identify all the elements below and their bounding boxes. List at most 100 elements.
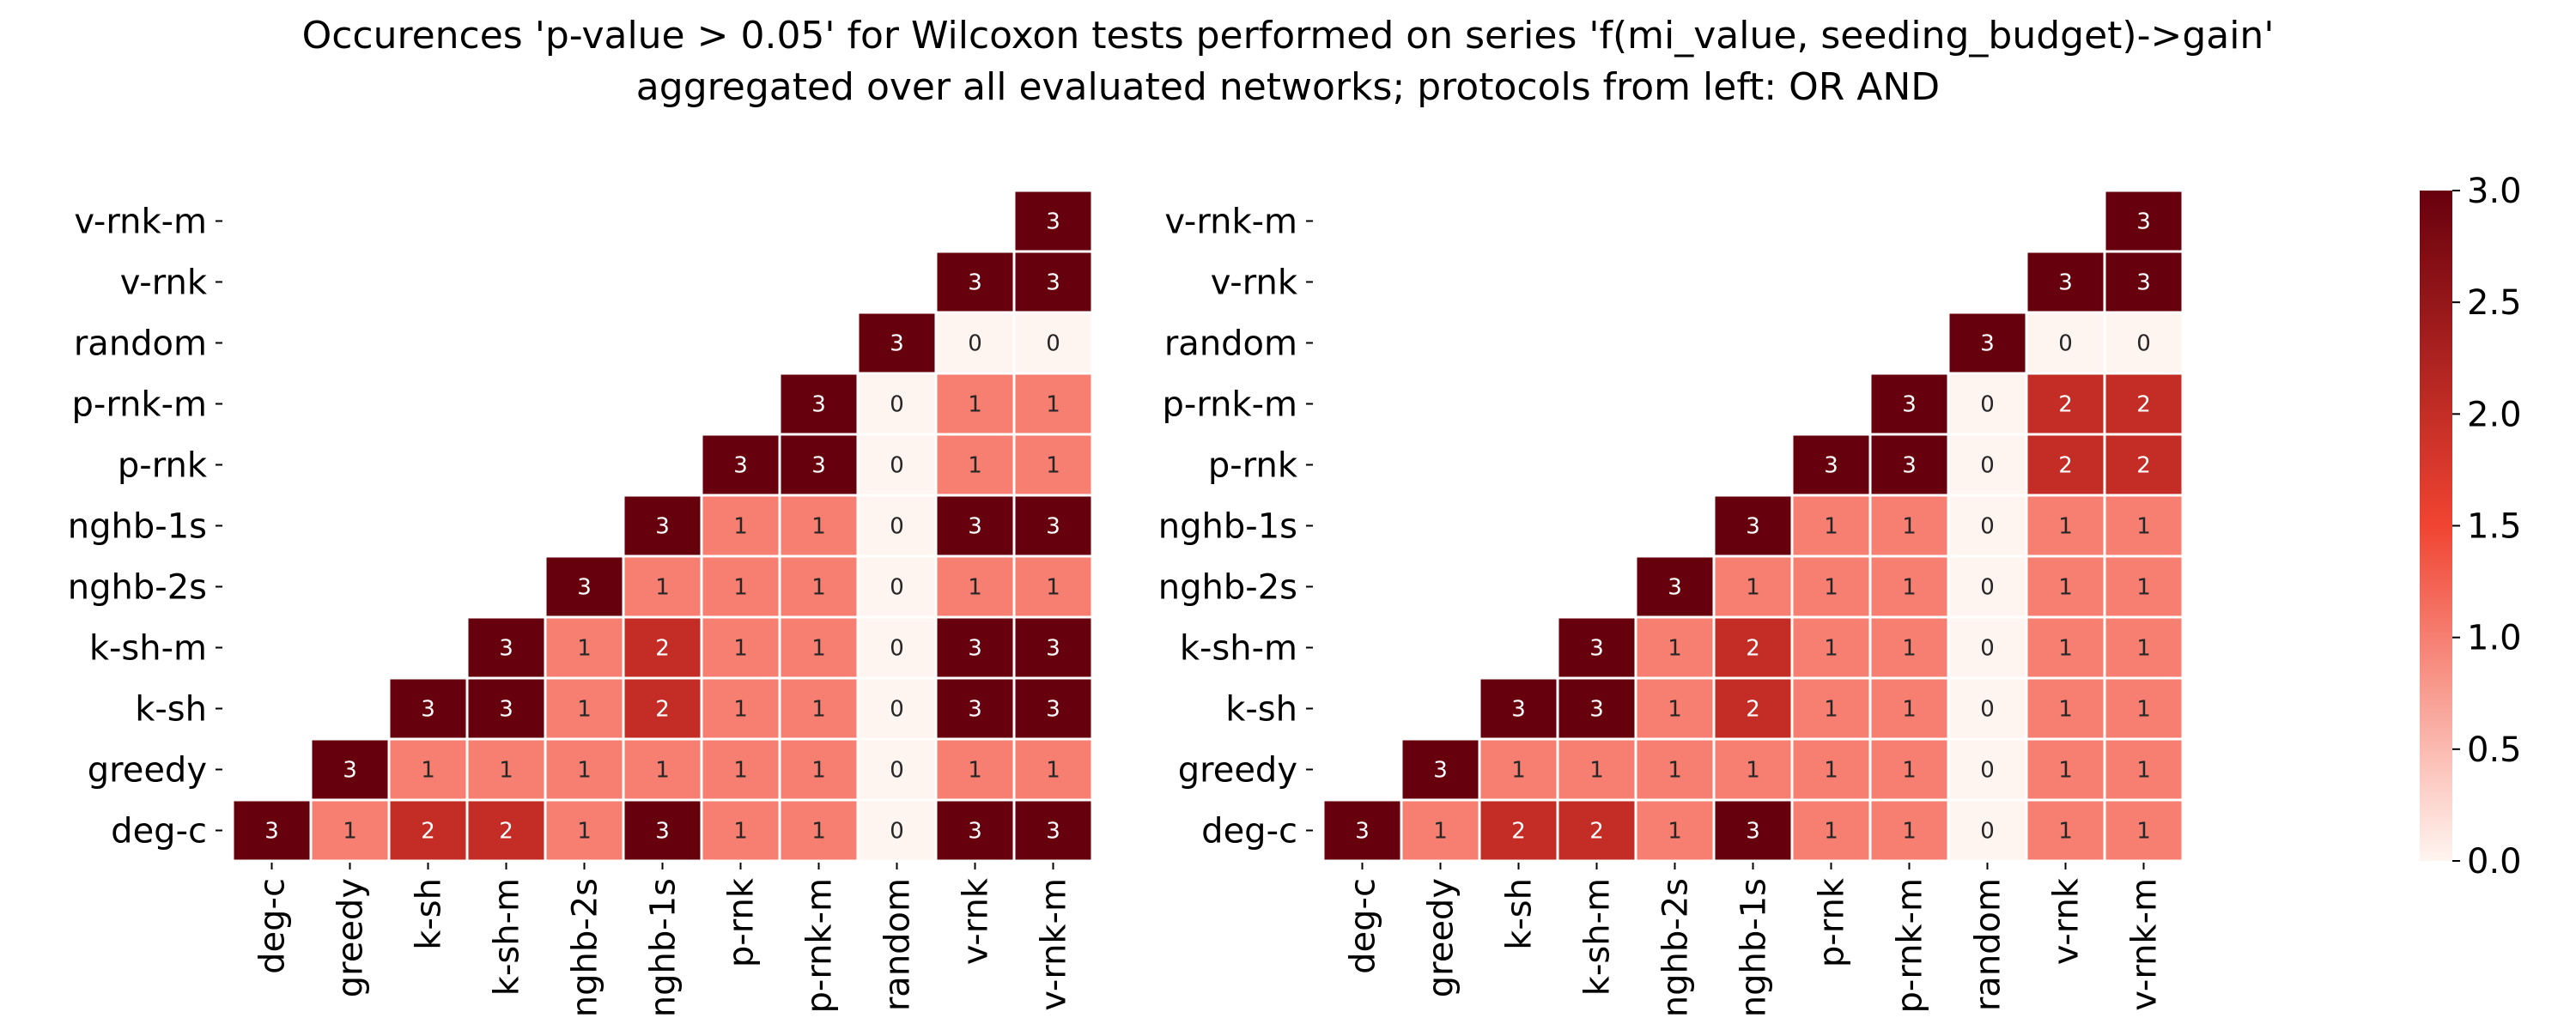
cell-value-label: 2 (421, 819, 435, 845)
cell-value-label: 0 (2058, 331, 2073, 357)
y-tick-label: nghb-1s (1158, 507, 1297, 547)
heatmap-or: 3 3 3 3 0 0 3 0 1 1 3 3 0 1 1 3 1 1 0 3 3 3 1 1 1 0 1 1 3 1 2 1 1 0 3 3 3 3 1 2… (68, 189, 1094, 1017)
cell-value-label: 3 (655, 514, 670, 540)
cell-value-label: 1 (811, 636, 826, 662)
cell-value-label: 1 (421, 758, 435, 784)
cell-value-label: 2 (1746, 697, 1760, 723)
cell-value-label: 1 (577, 636, 592, 662)
y-tick-label: p-rnk (1208, 446, 1298, 486)
heatmap-cell (934, 494, 1016, 558)
y-tick-label: v-rnk-m (74, 203, 207, 242)
cell-value-label: 3 (890, 331, 904, 357)
colorbar-tick-label: 0.0 (2467, 842, 2522, 882)
x-tick-label: k-sh-m (488, 878, 527, 996)
cell-value-label: 1 (2058, 697, 2073, 723)
cell-value-label: 1 (968, 453, 982, 479)
heatmap-cell (1947, 615, 2028, 680)
y-tick-label: greedy (88, 751, 207, 791)
cell-value-label: 1 (2136, 514, 2151, 540)
cell-value-label: 3 (1589, 636, 1604, 662)
heatmap-cell (387, 676, 469, 741)
heatmap-cell (778, 676, 860, 741)
colorbar-tick-label: 2.0 (2467, 395, 2522, 434)
cell-value-label: 1 (733, 819, 748, 845)
cell-value-label: 1 (1046, 758, 1060, 784)
cell-value-label: 1 (577, 758, 592, 784)
cell-value-label: 3 (1668, 575, 1682, 601)
cell-value-label: 3 (1980, 331, 1995, 357)
x-tick-label: nghb-1s (1735, 878, 1774, 1017)
cell-value-label: 0 (890, 514, 904, 540)
cell-value-label: 1 (1824, 514, 1838, 540)
colorbar: 0.0 0.5 1.0 1.5 2.0 2.5 3.0 (2420, 172, 2522, 882)
heatmap-cell (622, 554, 703, 619)
heatmap-cell (2025, 615, 2106, 680)
x-tick-label: deg-c (1344, 878, 1383, 974)
cell-value-label: 1 (968, 575, 982, 601)
title-line-2: aggregated over all evaluated networks; … (636, 65, 1940, 109)
cell-value-label: 1 (811, 758, 826, 784)
chart-title: Occurences 'p-value > 0.05' for Wilcoxon… (302, 14, 2275, 109)
heatmap-cell (1478, 676, 1559, 741)
y-tick-label: k-sh (1225, 690, 1297, 730)
heatmap-cell (1868, 494, 1950, 558)
x-tick-label: v-rnk (2047, 877, 2087, 965)
y-tick-label: nghb-1s (68, 507, 207, 547)
cell-value-label: 1 (1589, 758, 1604, 784)
heatmap-cell (934, 554, 1016, 619)
cell-value-label: 3 (968, 697, 982, 723)
heatmap-cell (1012, 615, 1094, 680)
heatmap-cell (544, 737, 625, 802)
cell-value-label: 1 (655, 758, 670, 784)
heatmap-cell (2103, 798, 2184, 863)
heatmap-cell (1012, 494, 1094, 558)
cell-value-label: 1 (968, 392, 982, 418)
cell-value-label: 1 (2058, 819, 2073, 845)
cell-value-label: 1 (2058, 514, 2073, 540)
y-tick-label: random (1164, 324, 1297, 364)
cell-value-label: 3 (1046, 636, 1060, 662)
cell-value-label: 0 (1980, 758, 1995, 784)
cell-value-label: 1 (577, 697, 592, 723)
heatmap-cell (700, 737, 781, 802)
cell-value-label: 0 (890, 697, 904, 723)
y-tick-label: nghb-2s (1158, 568, 1297, 608)
colorbar-tick-label: 1.5 (2467, 507, 2522, 547)
cell-value-label: 0 (1980, 575, 1995, 601)
cell-value-label: 1 (2136, 575, 2151, 601)
heatmap-cell (1712, 554, 1794, 619)
cell-value-label: 1 (1046, 453, 1060, 479)
cell-value-label: 3 (1902, 392, 1917, 418)
heatmap-cell (1947, 311, 2028, 375)
y-tick-label: k-sh (135, 690, 207, 730)
heatmap-cell (1712, 737, 1794, 802)
cell-value-label: 3 (1046, 819, 1060, 845)
colorbar-tick-label: 2.5 (2467, 283, 2522, 323)
x-tick-label: p-rnk (1813, 877, 1852, 967)
y-tick-label: greedy (1178, 751, 1297, 791)
heatmap-cell (1634, 554, 1716, 619)
cell-value-label: 1 (811, 819, 826, 845)
y-tick-label: v-rnk-m (1164, 203, 1297, 242)
cell-value-label: 3 (1746, 514, 1760, 540)
heatmap-cell (1868, 798, 1950, 863)
cell-value-label: 0 (890, 575, 904, 601)
cell-value-label: 1 (811, 575, 826, 601)
cell-value-label: 3 (1355, 819, 1370, 845)
cell-value-label: 3 (1433, 758, 1448, 784)
cell-value-label: 1 (1902, 514, 1917, 540)
cell-value-label: 2 (2136, 453, 2151, 479)
cell-value-label: 0 (2136, 331, 2151, 357)
cell-value-label: 1 (733, 758, 748, 784)
heatmap-cell (1012, 676, 1094, 741)
cell-value-label: 3 (968, 270, 982, 296)
cell-value-label: 1 (499, 758, 513, 784)
cell-value-label: 3 (2058, 270, 2073, 296)
y-tick-label: deg-c (1201, 812, 1297, 851)
cell-value-label: 3 (811, 453, 826, 479)
cell-value-label: 0 (890, 819, 904, 845)
cell-value-label: 1 (1902, 697, 1917, 723)
cell-value-label: 1 (1668, 758, 1682, 784)
heatmap-cell (622, 737, 703, 802)
cell-value-label: 3 (1046, 697, 1060, 723)
